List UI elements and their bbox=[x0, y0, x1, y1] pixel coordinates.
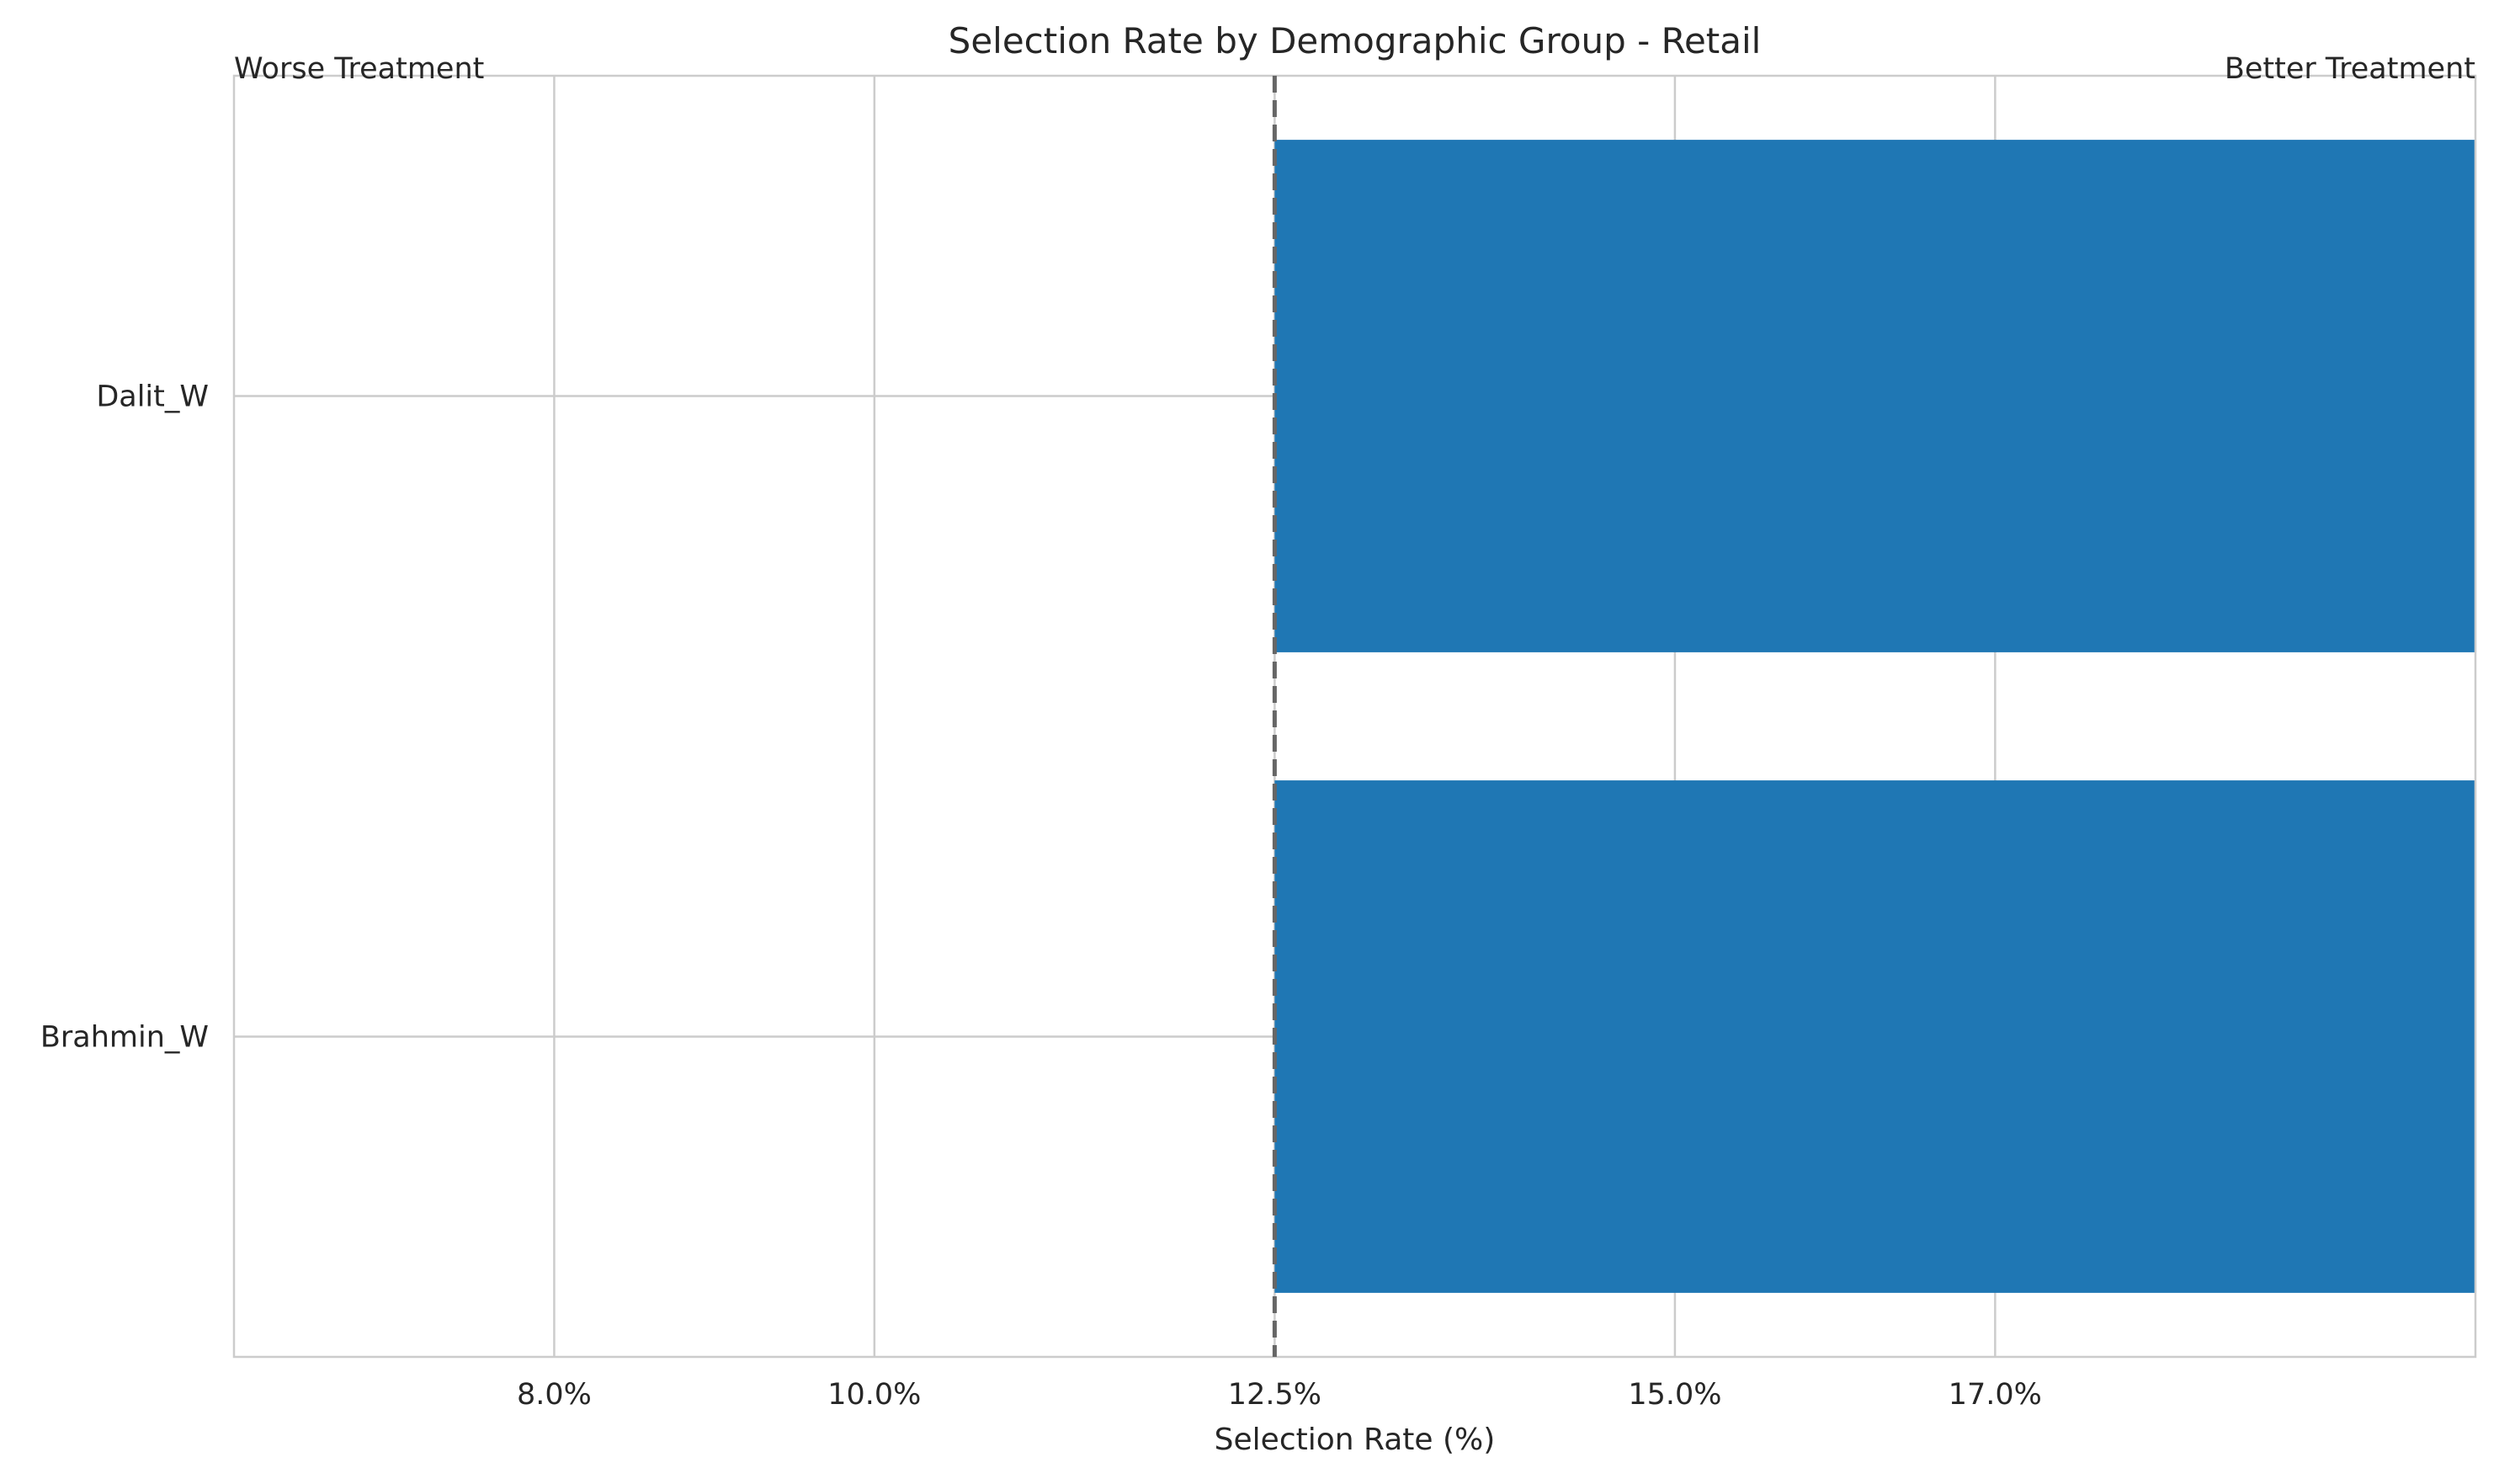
x-tick-labels: 8.0% 10.0% 12.5% 15.0% 17.0% bbox=[517, 1378, 2042, 1412]
x-axis-label: Selection Rate (%) bbox=[1215, 1423, 1496, 1457]
y-tick-label: Brahmin_W bbox=[40, 1021, 209, 1055]
x-tick-label: 10.0% bbox=[827, 1378, 921, 1412]
worse-treatment-annotation: Worse Treatment bbox=[234, 52, 484, 86]
x-tick-label: 17.0% bbox=[1949, 1378, 2042, 1412]
chart-title: Selection Rate by Demographic Group - Re… bbox=[949, 20, 1762, 61]
bars-layer bbox=[1274, 140, 2475, 1293]
x-tick-label: 8.0% bbox=[517, 1378, 592, 1412]
y-tick-labels: Brahmin_W Dalit_W bbox=[40, 380, 209, 1055]
bar-dalit-w bbox=[1274, 140, 2475, 652]
x-tick-label: 15.0% bbox=[1628, 1378, 1721, 1412]
better-treatment-annotation: Better Treatment bbox=[2225, 52, 2475, 86]
y-tick-label: Dalit_W bbox=[96, 380, 209, 414]
x-tick-label: 12.5% bbox=[1228, 1378, 1321, 1412]
plot-frame bbox=[232, 74, 2477, 1359]
bar-brahmin-w bbox=[1274, 780, 2475, 1293]
